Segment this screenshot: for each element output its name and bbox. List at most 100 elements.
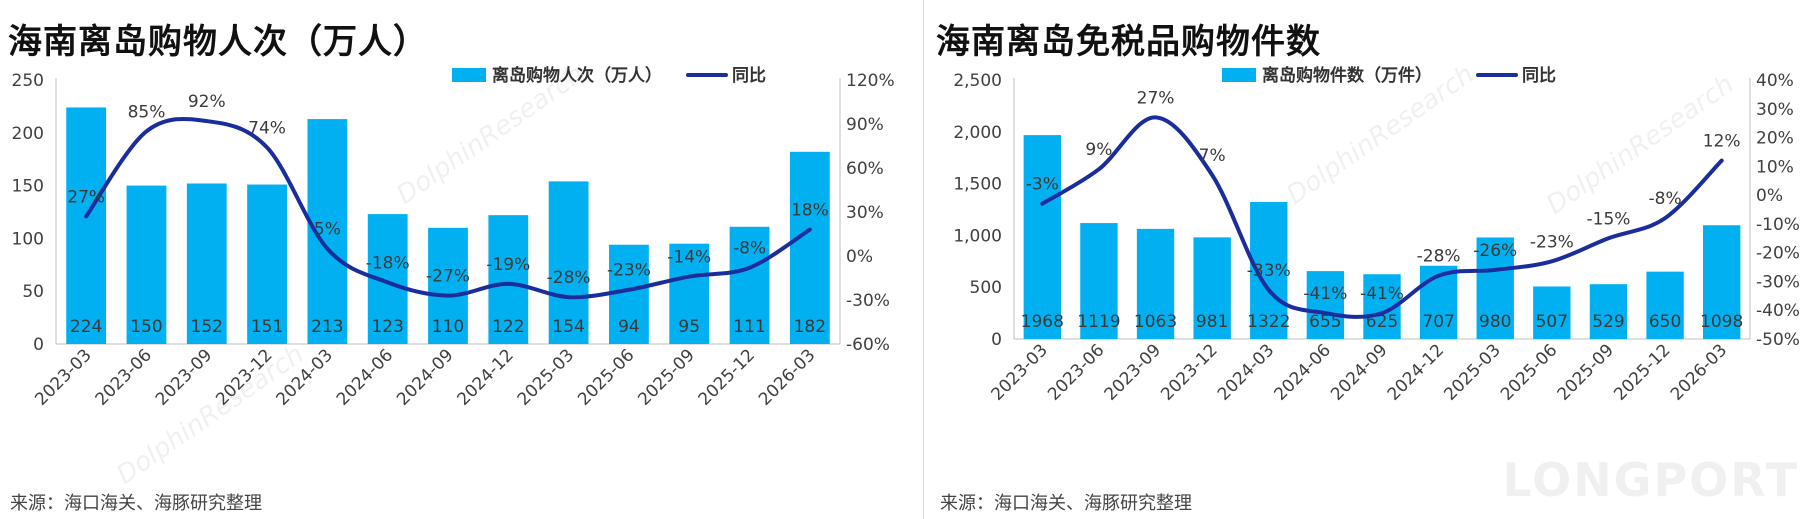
y-tick-label: 500 xyxy=(970,278,1002,298)
x-tick-label: 2025-09 xyxy=(1554,340,1618,404)
y2-tick-label: 40% xyxy=(1756,71,1794,91)
bar-data-label: 151 xyxy=(251,317,283,337)
line-data-label: 92% xyxy=(188,92,226,112)
bar-data-label: 95 xyxy=(678,317,700,337)
x-tick-label: 2023-06 xyxy=(1044,340,1108,404)
line-point xyxy=(1381,312,1383,314)
bar xyxy=(1476,237,1514,339)
bar xyxy=(1533,286,1571,339)
line-point xyxy=(1211,174,1213,176)
bar-data-label: 981 xyxy=(1196,312,1228,332)
line-point xyxy=(1268,289,1270,291)
bar-data-label: 650 xyxy=(1649,312,1681,332)
line-data-label: -3% xyxy=(1026,175,1059,195)
bar-data-label: 507 xyxy=(1536,312,1568,332)
line-data-label: 27% xyxy=(1137,88,1175,108)
bar xyxy=(247,184,287,344)
line-data-label: -28% xyxy=(547,268,591,288)
bar-data-label: 150 xyxy=(130,317,162,337)
x-tick-label: 2025-06 xyxy=(1497,340,1561,404)
line-data-label: -33% xyxy=(1247,261,1291,281)
bar-data-label: 110 xyxy=(432,317,464,337)
bar-data-label: 1063 xyxy=(1134,312,1177,332)
y2-tick-label: -60% xyxy=(846,335,890,355)
y2-tick-label: 60% xyxy=(846,159,884,179)
bar xyxy=(1419,265,1458,339)
y2-tick-label: 30% xyxy=(846,203,884,223)
line-point xyxy=(1551,260,1553,262)
y2-tick-label: -40% xyxy=(1756,301,1800,321)
line-point xyxy=(1721,160,1723,162)
y2-tick-label: 10% xyxy=(1756,157,1794,177)
x-tick-label: 2023-12 xyxy=(212,345,276,409)
bar xyxy=(488,215,529,344)
y-tick-label: 0 xyxy=(33,335,44,355)
chart-panel-visitors: DolphinResearch DolphinResearch 海南离岛购物人次… xyxy=(8,0,924,519)
x-tick-label: 2023-03 xyxy=(31,345,95,409)
line-point xyxy=(1041,203,1043,205)
bar-data-label: 123 xyxy=(371,317,403,337)
bar-data-label: 152 xyxy=(191,317,223,337)
bar xyxy=(789,151,830,344)
x-tick-label: 2025-06 xyxy=(574,345,638,409)
chart-visitors: 250 200 150 100 50 0 120% 90% 60% 30% 0% -30% -60% 22… xyxy=(12,65,895,410)
y-tick-label: 1,500 xyxy=(953,175,1002,195)
bar xyxy=(428,227,468,344)
bar-data-label: 655 xyxy=(1309,312,1341,332)
brand-watermark: LONGPORT xyxy=(1502,453,1799,507)
chart-panel-items: DolphinResearch DolphinResearch LONGPORT… xyxy=(930,0,1815,519)
chart-title: 海南离岛购物人次（万人） xyxy=(8,22,428,62)
line-data-label: -19% xyxy=(486,255,530,275)
bar xyxy=(1703,225,1741,339)
legend-label-line: 同比 xyxy=(732,65,766,86)
line-point xyxy=(688,276,690,278)
x-tick-label: 2025-12 xyxy=(695,345,759,409)
line-point xyxy=(1098,168,1100,170)
bar-data-label: 1119 xyxy=(1077,312,1120,332)
line-data-label: -27% xyxy=(426,267,470,287)
bar-data-label: 1322 xyxy=(1247,312,1290,332)
y2-tick-label: -10% xyxy=(1756,215,1800,235)
x-tick-label: 2024-09 xyxy=(393,345,457,409)
bar-data-label: 1968 xyxy=(1021,312,1064,332)
line-data-label: -23% xyxy=(1530,232,1574,252)
line-point xyxy=(145,130,147,132)
legend-swatch-bar xyxy=(1222,68,1256,82)
line-data-label: -15% xyxy=(1587,209,1631,229)
bar xyxy=(1589,284,1628,339)
y2-tick-label: 90% xyxy=(846,115,884,135)
line-point xyxy=(85,215,87,217)
line-data-label: 18% xyxy=(791,201,829,221)
line-point xyxy=(447,295,449,297)
line-data-label: 9% xyxy=(1085,140,1112,160)
y2-tick-label: -20% xyxy=(1756,244,1800,264)
bar-data-label: 122 xyxy=(492,317,524,337)
line-point xyxy=(326,248,328,250)
bar xyxy=(729,226,770,344)
bar xyxy=(1306,271,1345,339)
legend-label-bar: 离岛购物件数（万件） xyxy=(1262,65,1432,86)
x-tick-label: 2024-06 xyxy=(333,345,397,409)
y2-tick-label: 20% xyxy=(1756,129,1794,149)
line-point xyxy=(809,229,811,231)
y-tick-label: 100 xyxy=(12,229,44,249)
legend-label-bar: 离岛购物人次（万人） xyxy=(492,65,662,86)
legend-swatch-bar xyxy=(452,68,486,82)
x-tick-label: 2025-09 xyxy=(634,345,698,409)
line-data-label: -26% xyxy=(1473,241,1517,261)
y2-tick-label: -50% xyxy=(1756,330,1800,350)
line-data-label: -18% xyxy=(366,253,410,273)
y2-tick-label: -30% xyxy=(1756,272,1800,292)
line-point xyxy=(1155,116,1157,118)
y-tick-label: 2,000 xyxy=(953,123,1002,143)
y-tick-label: 50 xyxy=(22,282,44,302)
x-tick-label: 2024-12 xyxy=(1384,340,1448,404)
line-data-label: -8% xyxy=(1649,189,1682,209)
line-data-label: 7% xyxy=(1199,146,1226,166)
bar-data-label: 94 xyxy=(618,317,640,337)
line-data-label: 27% xyxy=(67,187,105,207)
x-tick-label: 2025-03 xyxy=(1440,340,1504,404)
chart-items: 2,500 2,000 1,500 1,000 500 0 40% 30% 20% 10% 0% -1… xyxy=(953,65,1800,405)
line-data-label: 85% xyxy=(128,102,166,122)
line-point xyxy=(1438,275,1440,277)
